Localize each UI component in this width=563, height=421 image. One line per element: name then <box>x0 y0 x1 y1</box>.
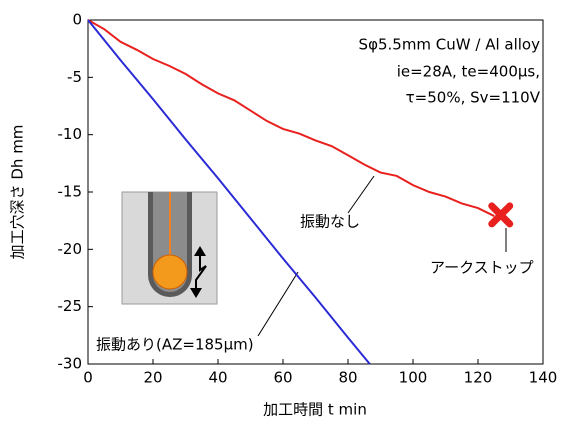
x-tick-label: 0 <box>83 369 93 387</box>
annotation: Sφ5.5mm CuW / Al alloy <box>359 36 541 54</box>
y-tick-label: -5 <box>67 68 82 86</box>
series-label: 振動あり(AZ=185μm) <box>96 336 254 354</box>
x-tick-label: 80 <box>338 369 357 387</box>
x-tick-label: 140 <box>529 369 558 387</box>
y-tick-label: -25 <box>58 297 83 315</box>
pointers <box>258 176 506 336</box>
y-axis-label: 加工穴深さ Dh mm <box>9 125 27 260</box>
y-tick-label: 0 <box>72 11 82 29</box>
y-tick-label: -15 <box>58 183 83 201</box>
series-label: 振動なし <box>300 213 360 231</box>
x-tick-label: 120 <box>464 369 493 387</box>
x-tick-label: 100 <box>399 369 428 387</box>
annotation: τ=50%, Sv=110V <box>406 89 541 107</box>
annotation: ie=28A, te=400μs, <box>397 63 540 81</box>
marker-label: アークストップ <box>430 259 534 277</box>
x-axis-label: 加工時間 t min <box>263 401 367 419</box>
x-tick-label: 20 <box>143 369 162 387</box>
inset-illustration <box>122 192 217 304</box>
y-tick-label: -10 <box>58 125 83 143</box>
y-tick-label: -30 <box>58 355 83 373</box>
x-tick-label: 60 <box>273 369 292 387</box>
chart: Sφ5.5mm CuW / Al alloy ie=28A, te=400μs,… <box>0 0 563 421</box>
x-tick-label: 40 <box>208 369 227 387</box>
arc-stop-marker <box>492 206 510 224</box>
y-tick-label: -20 <box>58 240 83 258</box>
